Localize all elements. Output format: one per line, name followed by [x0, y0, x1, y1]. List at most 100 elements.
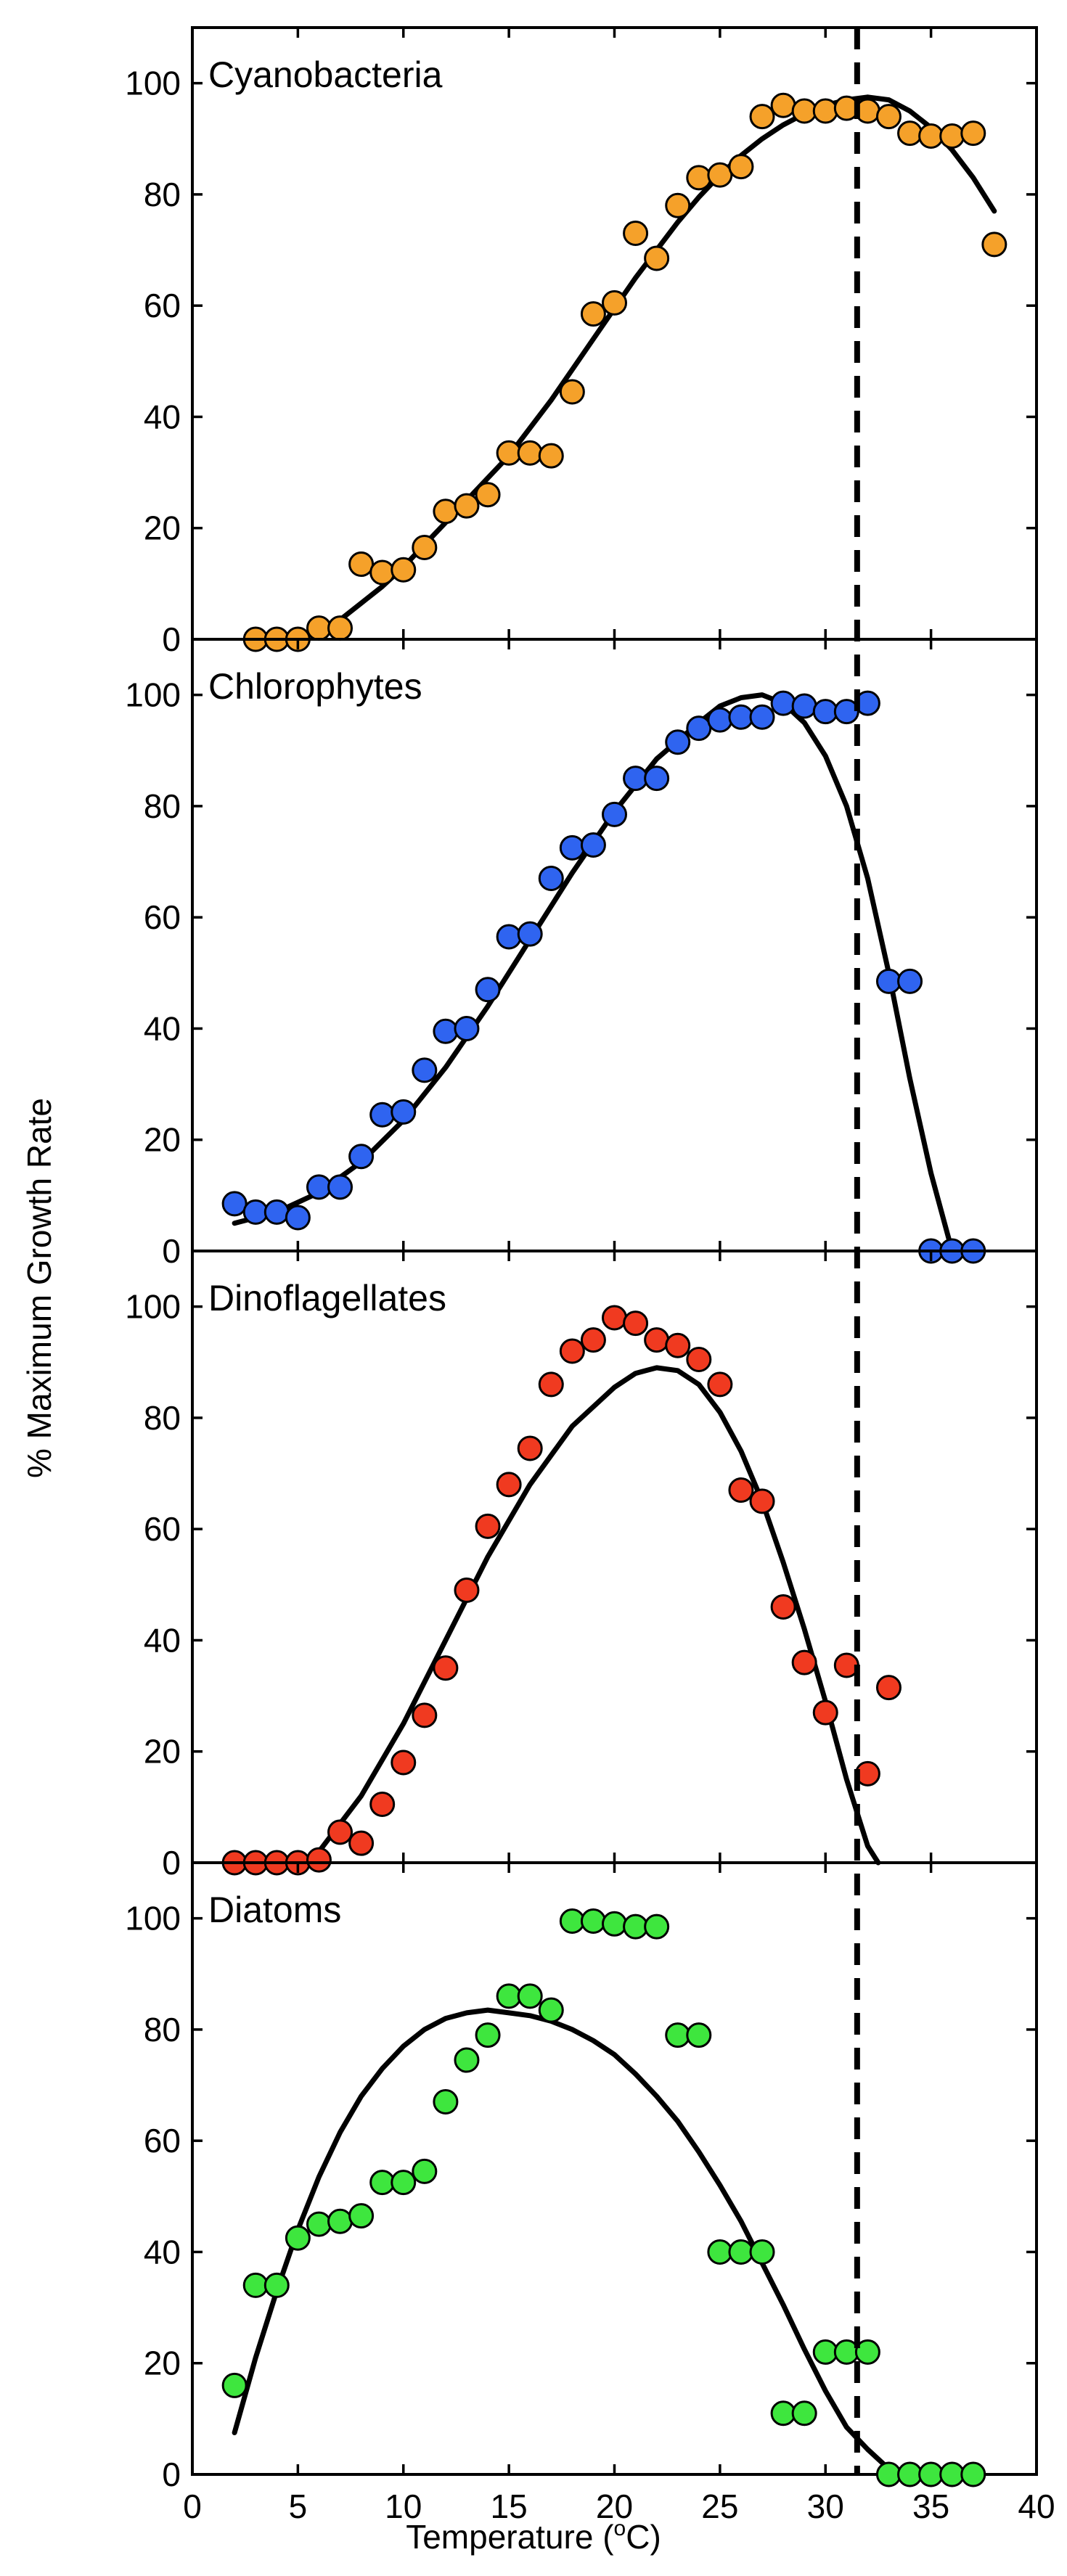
data-point — [812, 2339, 838, 2365]
data-point — [812, 699, 838, 725]
y-tick-label: 60 — [144, 2122, 181, 2159]
x-tick-label: 0 — [183, 2487, 202, 2525]
y-tick-label: 100 — [125, 676, 181, 714]
data-point — [728, 154, 754, 180]
y-tick-label: 80 — [144, 2011, 181, 2048]
data-point — [686, 1346, 712, 1372]
x-tick-label: 5 — [289, 2487, 308, 2525]
data-point — [918, 123, 944, 149]
fit-curve — [232, 2007, 912, 2477]
y-tick-label: 0 — [162, 1232, 181, 1270]
fit-curve — [232, 692, 955, 1254]
y-tick-label: 40 — [144, 398, 181, 435]
x-tick-label: 25 — [701, 2487, 738, 2525]
data-point — [623, 221, 649, 247]
y-tick-label: 80 — [144, 787, 181, 825]
data-point — [707, 1371, 733, 1398]
y-tick-label: 60 — [144, 287, 181, 324]
data-point — [475, 977, 501, 1003]
data-point — [665, 2022, 691, 2048]
data-point — [580, 832, 606, 858]
data-point — [369, 2170, 396, 2196]
data-point — [369, 559, 396, 586]
y-tick-label: 80 — [144, 1399, 181, 1437]
data-point — [875, 1675, 902, 1701]
y-tick-label: 20 — [144, 1121, 181, 1159]
data-point — [644, 1913, 670, 1940]
panel-frame — [191, 26, 1038, 641]
data-point — [559, 1908, 585, 1934]
data-point — [306, 615, 332, 641]
y-tick-label: 20 — [144, 2345, 181, 2382]
data-point — [580, 1327, 606, 1353]
y-tick-label: 40 — [144, 1009, 181, 1047]
data-point — [327, 2208, 353, 2234]
data-point — [538, 1997, 564, 2023]
data-point — [348, 2203, 375, 2229]
panel-frame — [191, 1250, 1038, 1864]
data-point — [391, 2170, 417, 2196]
panel-title: Cyanobacteria — [208, 54, 443, 95]
data-point — [433, 1655, 459, 1681]
data-point — [496, 1472, 522, 1498]
panel-chlorophytes: 0 20 40 60 80 100 Chlorophytes — [125, 638, 1038, 1270]
data-point — [496, 440, 522, 466]
data-point — [623, 1310, 649, 1337]
data-point — [812, 1699, 838, 1726]
data-point — [897, 968, 923, 994]
data-point — [475, 2022, 501, 2048]
x-tick-label: 40 — [1018, 2487, 1055, 2525]
data-point — [475, 482, 501, 508]
data-point — [580, 301, 606, 327]
data-point — [644, 1327, 670, 1353]
y-tick-label: 0 — [162, 1844, 181, 1882]
data-point — [960, 2461, 986, 2487]
data-point — [327, 615, 353, 641]
y-tick-label: 0 — [162, 2456, 181, 2493]
data-point — [707, 707, 733, 733]
data-point — [433, 499, 459, 525]
data-point — [686, 165, 712, 191]
data-point — [538, 443, 564, 469]
y-tick-label: 60 — [144, 898, 181, 936]
x-tick-label: 20 — [596, 2487, 633, 2525]
data-point — [623, 766, 649, 792]
data-point — [263, 1199, 290, 1225]
data-point — [897, 2461, 923, 2487]
y-tick-label: 100 — [125, 1900, 181, 1937]
data-point — [707, 162, 733, 188]
data-point — [602, 290, 627, 316]
y-tick-label: 20 — [144, 509, 181, 547]
data-point — [496, 924, 522, 950]
panel-frame — [191, 638, 1038, 1252]
data-point — [327, 1819, 353, 1845]
x-axis-label: Temperature (oC) — [406, 2516, 661, 2556]
data-point — [644, 766, 670, 792]
data-point — [454, 2047, 480, 2073]
data-point — [728, 704, 754, 730]
data-point — [391, 557, 417, 583]
y-tick-label: 60 — [144, 1510, 181, 1548]
y-tick-label: 100 — [125, 65, 181, 102]
data-point — [812, 98, 838, 124]
panel-diatoms: 0 20 40 60 80 100 Diatoms — [125, 1861, 1038, 2493]
panel-title: Chlorophytes — [208, 666, 422, 707]
panel-frame — [191, 1861, 1038, 2476]
data-point — [559, 1338, 585, 1364]
data-point — [433, 2089, 459, 2115]
data-point — [517, 1983, 543, 2009]
x-tick-label: 10 — [385, 2487, 422, 2525]
data-point — [623, 1913, 649, 1940]
data-point — [580, 1908, 606, 1934]
data-point — [391, 1099, 417, 1125]
data-point — [602, 1305, 627, 1331]
data-point — [686, 2022, 712, 2048]
data-point — [707, 2239, 733, 2265]
data-point — [665, 1332, 691, 1358]
data-point — [770, 92, 796, 118]
data-point — [559, 834, 585, 861]
data-point — [939, 123, 965, 149]
y-tick-label: 20 — [144, 1733, 181, 1771]
data-point — [306, 1174, 332, 1200]
